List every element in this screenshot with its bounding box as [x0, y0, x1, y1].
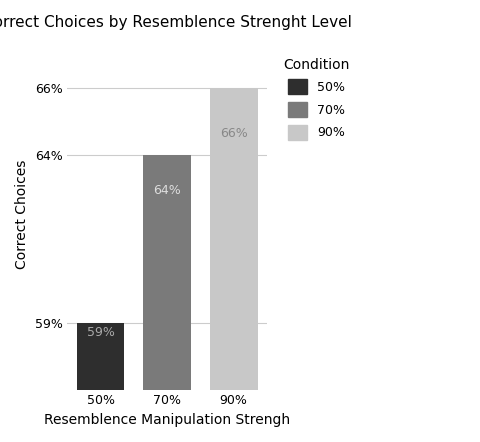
- Title: Correct Choices by Resemblence Strenght Level: Correct Choices by Resemblence Strenght …: [0, 15, 351, 30]
- Text: 59%: 59%: [86, 326, 115, 339]
- Bar: [143, 155, 191, 389]
- X-axis label: Resemblence Manipulation Strengh: Resemblence Manipulation Strengh: [44, 413, 290, 427]
- Y-axis label: Correct Choices: Correct Choices: [15, 159, 29, 269]
- Text: 64%: 64%: [153, 184, 181, 197]
- Text: 66%: 66%: [220, 127, 248, 140]
- Bar: [77, 323, 124, 389]
- Legend: 50%, 70%, 90%: 50%, 70%, 90%: [277, 51, 356, 146]
- Bar: [210, 88, 258, 389]
